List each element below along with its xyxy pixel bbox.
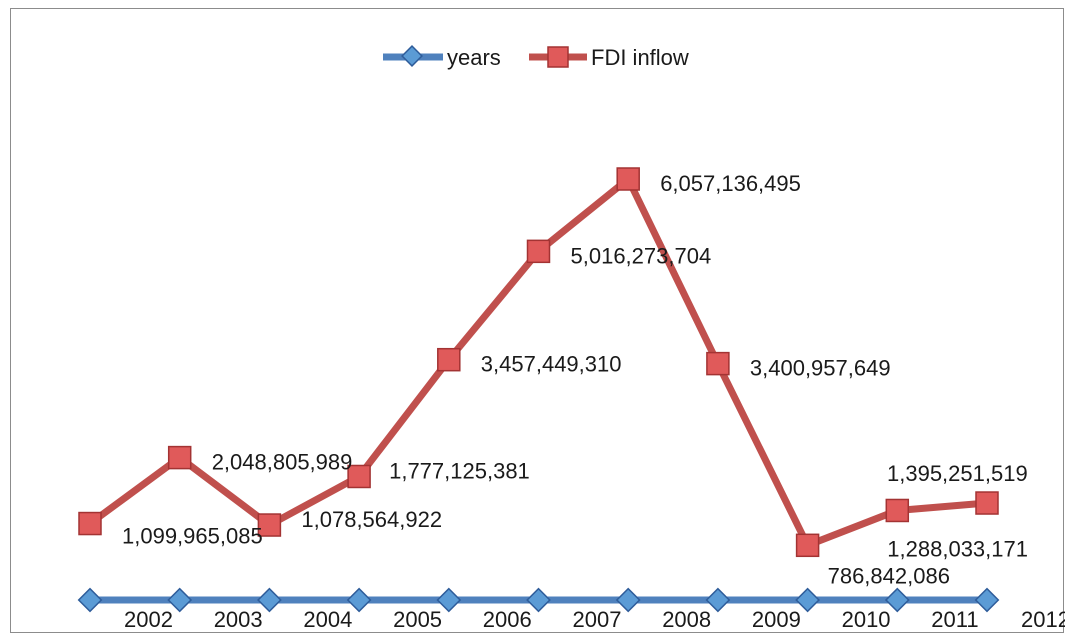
years-point	[167, 587, 193, 613]
fdi-data-label: 3,457,449,310	[481, 352, 622, 377]
years-point	[974, 587, 1000, 613]
fdi-point	[706, 351, 730, 376]
years-point	[884, 587, 910, 613]
fdi-point	[78, 511, 102, 536]
year-label: 2012	[1021, 607, 1065, 632]
fdi-point	[616, 167, 640, 191]
years-point	[615, 587, 641, 613]
fdi-data-label: 1,099,965,085	[122, 524, 263, 549]
year-label: 2006	[483, 607, 532, 632]
fdi-point	[347, 464, 371, 489]
year-label: 2005	[393, 607, 442, 632]
fdi-data-label: 1,288,033,171	[887, 536, 1028, 561]
fdi-point	[795, 533, 820, 558]
year-label: 2010	[842, 607, 891, 632]
series-years	[77, 587, 1000, 613]
years-point	[346, 587, 372, 613]
year-label: 2009	[752, 607, 801, 632]
years-point	[257, 587, 282, 613]
legend-fdi-marker	[547, 46, 569, 68]
year-label: 2008	[662, 607, 711, 632]
years-point	[77, 587, 103, 613]
fdi-point	[526, 239, 551, 264]
legend-label-years: years	[447, 45, 501, 70]
years-point	[705, 587, 731, 613]
fdi-point	[257, 513, 282, 537]
years-point	[795, 587, 820, 613]
year-data-labels: 2002 2003 2004 2005 2006 2007 2008 2009 2010 2011…	[124, 607, 1065, 632]
fdi-data-label: 5,016,273,704	[571, 243, 712, 268]
line-chart: years FDI inflow 1,099,965,085 2,048,805,…	[77, 45, 1065, 632]
fdi-data-label: 1,078,564,922	[301, 507, 442, 532]
year-label: 2002	[124, 607, 173, 632]
fdi-data-label: 786,842,086	[828, 563, 950, 588]
fdi-data-label: 1,395,251,519	[887, 461, 1028, 486]
fdi-data-label: 2,048,805,989	[212, 450, 353, 475]
year-label: 2011	[931, 607, 978, 632]
series-fdi-inflow	[78, 167, 999, 558]
legend-years-marker	[401, 45, 423, 67]
fdi-point	[975, 491, 999, 515]
fdi-point	[885, 498, 910, 523]
year-label: 2004	[303, 607, 352, 632]
chart-frame: years FDI inflow 1,099,965,085 2,048,805,…	[10, 8, 1065, 633]
fdi-data-label: 1,777,125,381	[389, 458, 530, 483]
year-label: 2007	[573, 607, 622, 632]
years-point	[436, 587, 462, 613]
fdi-point	[437, 347, 461, 372]
legend: years FDI inflow	[383, 45, 689, 70]
fdi-point	[167, 445, 192, 470]
fdi-data-label: 6,057,136,495	[660, 171, 801, 196]
legend-label-fdi-inflow: FDI inflow	[591, 45, 689, 70]
fdi-data-labels: 1,099,965,085 2,048,805,989 1,078,564,922 1…	[122, 171, 1028, 588]
year-label: 2003	[214, 607, 263, 632]
years-point	[526, 587, 551, 613]
fdi-data-label: 3,400,957,649	[750, 356, 891, 381]
